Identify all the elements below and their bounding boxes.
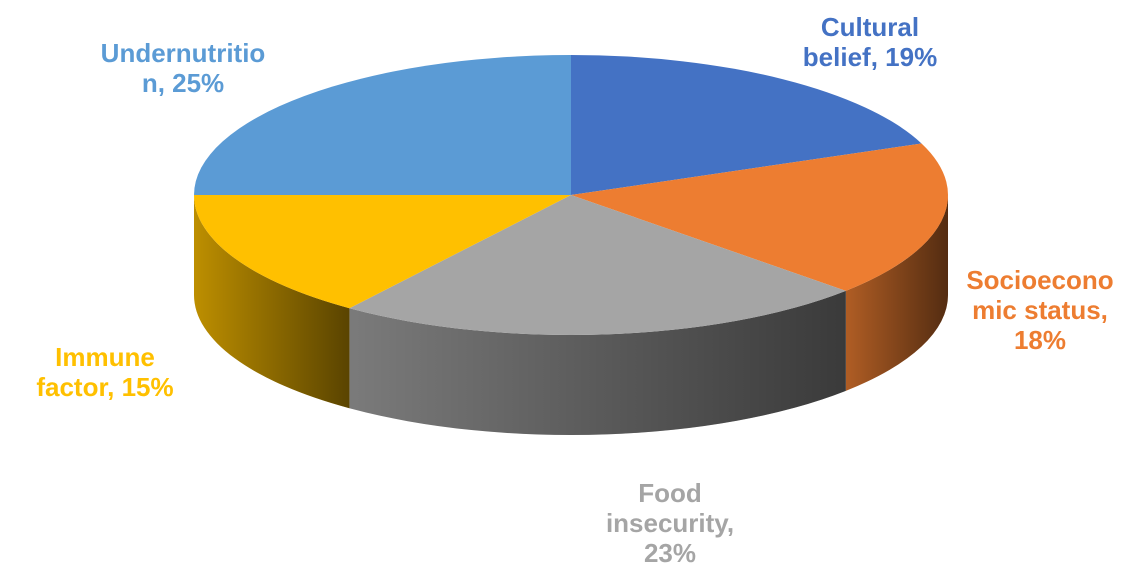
label-line: Socioecono <box>966 265 1114 295</box>
label-undernutrition: Undernutritio n, 25% <box>68 38 298 98</box>
pie-slice-cultural-belief <box>571 55 922 195</box>
label-line: factor, 15% <box>36 372 174 402</box>
label-line: Undernutritio <box>100 38 266 68</box>
pie-sides <box>193 195 948 435</box>
label-socioeconomic-status: Socioecono mic status, 18% <box>905 265 1139 355</box>
label-line: Cultural <box>820 12 920 42</box>
label-line: 23% <box>643 538 697 568</box>
label-line: insecurity, <box>605 508 735 538</box>
label-immune-factor: Immune factor, 15% <box>0 342 220 402</box>
label-line: 18% <box>1013 325 1067 355</box>
pie-side-shade-socioeconomic-status <box>845 195 948 391</box>
pie-slice-immune-factor <box>193 195 571 309</box>
pie-side-shade-immune-factor <box>193 195 350 409</box>
label-food-insecurity: Food insecurity, 23% <box>545 478 795 568</box>
label-line: Immune <box>55 342 155 372</box>
label-line: Food <box>638 478 702 508</box>
pie-slice-food-insecurity <box>349 195 846 335</box>
label-line: mic status, <box>972 295 1108 325</box>
pie-tops <box>193 55 948 335</box>
pie-slice-undernutrition <box>194 55 571 195</box>
label-line: n, 25% <box>141 68 225 98</box>
pie-slice-socioeconomic-status <box>571 143 948 291</box>
label-line: belief, 19% <box>802 42 938 72</box>
pie-side-shade-food-insecurity <box>349 290 846 435</box>
label-cultural-belief: Cultural belief, 19% <box>755 12 985 72</box>
